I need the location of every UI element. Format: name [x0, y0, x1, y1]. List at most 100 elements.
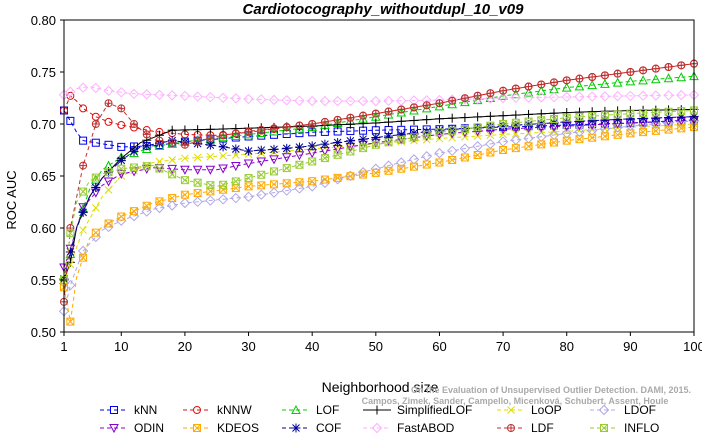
point-inflo — [486, 121, 495, 130]
point-ldof — [574, 126, 585, 138]
point-kdeos — [448, 155, 457, 164]
point-simplifiedlof — [396, 116, 406, 126]
legend-item-cof: COF — [282, 421, 341, 434]
x-tick-label: 30 — [241, 339, 255, 354]
point-odin — [281, 153, 292, 163]
point-inflo — [499, 120, 508, 128]
legend-item-fastabod: FastABOD — [363, 421, 455, 434]
point-simplifiedlof — [358, 119, 368, 129]
series-inflo — [60, 106, 698, 284]
point-odin — [78, 203, 88, 213]
point-ldf — [486, 89, 495, 98]
point-ldof — [446, 145, 458, 157]
point-kdeos — [180, 190, 189, 199]
point-loop — [168, 156, 177, 164]
point-simplifiedlof — [473, 112, 483, 122]
point-ldof — [650, 118, 662, 130]
point-kdeos — [104, 219, 113, 228]
point-inflo — [193, 178, 202, 187]
point-inflo — [371, 140, 380, 149]
point-fastabod — [370, 95, 382, 107]
point-ldof — [586, 125, 598, 136]
y-tick-label: 0.70 — [31, 117, 56, 132]
legend-marker — [110, 406, 118, 414]
point-cof — [142, 141, 152, 151]
point-fastabod — [396, 95, 407, 106]
point-ldof — [141, 206, 152, 217]
point-kdeos — [664, 125, 673, 134]
x-tick-label: 50 — [369, 339, 383, 354]
point-fastabod — [103, 85, 114, 96]
point-lof — [612, 77, 623, 87]
legend-label: LDOF — [624, 403, 656, 417]
point-kdeos — [613, 130, 622, 139]
point-ldf — [410, 103, 418, 112]
x-tick-label: 20 — [178, 339, 192, 354]
point-inflo — [473, 123, 482, 132]
point-ldof — [230, 192, 242, 204]
point-inflo — [511, 118, 520, 127]
series-line-kdeos — [63, 126, 695, 322]
point-lof — [536, 85, 547, 95]
point-ldof — [663, 117, 674, 129]
legend-marker — [109, 424, 119, 434]
legend-label: ODIN — [134, 421, 164, 434]
point-simplifiedlof — [371, 118, 381, 128]
point-simplifiedlof — [384, 117, 394, 127]
point-inflo — [397, 135, 406, 144]
point-kdeos — [282, 179, 291, 188]
point-simplifiedlof — [498, 111, 508, 121]
point-simplifiedlof — [422, 115, 432, 125]
legend-marker — [372, 405, 382, 415]
point-cof — [282, 143, 292, 153]
point-kdeos — [524, 142, 533, 151]
point-odin — [167, 164, 178, 174]
point-inflo — [79, 187, 88, 196]
x-tick-label: 100 — [683, 339, 702, 354]
legend: kNN kNNW LOF SimplifiedLOF LoOP LDOF ODIN KDEOS… — [100, 403, 659, 434]
point-inflo — [104, 168, 113, 177]
point-inflo — [550, 115, 558, 124]
point-lof — [650, 74, 661, 84]
point-kdeos — [486, 148, 495, 157]
legend-item-ldf: LDF — [497, 421, 554, 434]
point-inflo — [460, 124, 469, 133]
point-kdeos — [320, 175, 329, 184]
point-ldof — [166, 200, 178, 211]
y-tick-label: 0.60 — [31, 221, 56, 236]
point-ldof — [548, 129, 560, 141]
point-cof — [78, 207, 88, 217]
point-ldf — [117, 104, 126, 113]
y-tick-label: 0.65 — [31, 169, 56, 184]
point-ldf — [588, 72, 597, 81]
point-ldof — [485, 138, 496, 150]
point-kdeos — [231, 184, 240, 193]
point-simplifiedlof — [562, 108, 572, 118]
point-simplifiedlof — [409, 115, 419, 125]
legend-item-loop: LoOP — [497, 403, 562, 417]
point-ldf — [651, 64, 660, 73]
point-simplifiedlof — [167, 125, 177, 135]
point-ldf — [130, 120, 138, 128]
point-ldf — [142, 130, 151, 139]
point-kdeos — [397, 164, 406, 173]
point-ldf — [639, 66, 648, 75]
point-fastabod — [510, 92, 522, 103]
point-fastabod — [650, 90, 662, 101]
point-ldf — [664, 63, 673, 72]
point-simplifiedlof — [511, 110, 521, 120]
point-inflo — [651, 108, 660, 117]
point-fastabod — [256, 94, 267, 105]
point-odin — [243, 159, 254, 169]
point-simplifiedlof — [180, 125, 190, 135]
point-loop — [231, 151, 240, 159]
point-inflo — [346, 147, 355, 156]
point-inflo — [231, 177, 240, 186]
point-ldf — [180, 140, 189, 149]
point-ldof — [256, 189, 267, 200]
point-cof — [333, 138, 343, 148]
point-ldf — [333, 115, 342, 124]
point-inflo — [626, 109, 635, 118]
point-fastabod — [676, 89, 687, 101]
point-kdeos — [537, 140, 546, 149]
